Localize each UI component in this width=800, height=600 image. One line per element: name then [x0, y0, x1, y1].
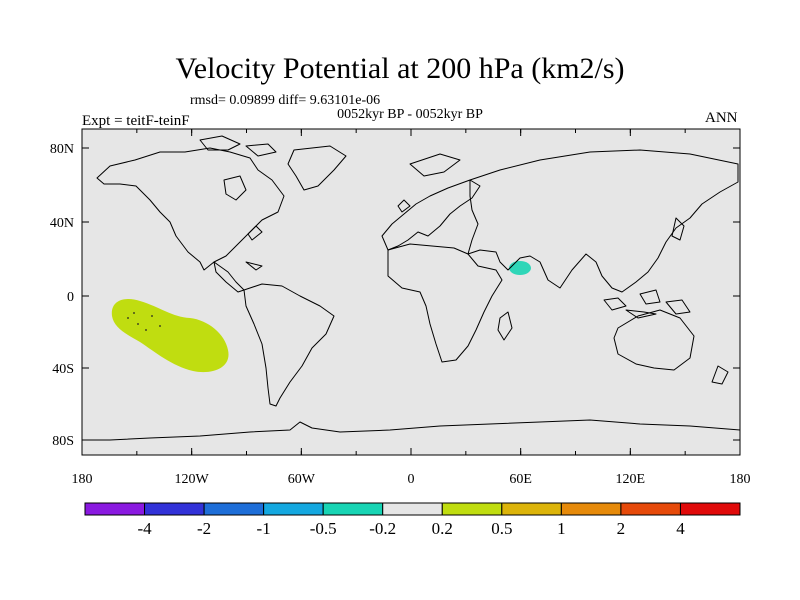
colorbar-swatch: [441, 502, 503, 516]
anomaly-region-arabian-sea: [509, 261, 531, 275]
stats-label: rmsd= 0.09899 diff= 9.63101e-06: [190, 93, 381, 108]
colorbar-label: -1: [257, 519, 271, 538]
colorbar-label: -0.2: [369, 519, 396, 538]
coastlines: [82, 135, 741, 441]
anomaly-specks: [127, 312, 161, 331]
colorbar-label: -0.5: [310, 519, 337, 538]
lat-tick-label: 80N: [50, 142, 74, 157]
lat-tick-label: 0: [67, 290, 74, 305]
colorbar: -4 -2 -1 -0.5 -0.2 0.2 0.5 1 2 4: [84, 502, 741, 538]
colorbar-swatch: [382, 502, 443, 516]
experiment-label: Expt = teitF-teinF: [82, 113, 190, 129]
lat-tick-label: 80S: [52, 434, 74, 449]
colorbar-swatch: [679, 502, 741, 516]
colorbar-swatch: [322, 502, 384, 516]
lon-tick-label: 60E: [509, 472, 532, 487]
colorbar-label: 1: [557, 519, 566, 538]
subtitle: 0052kyr BP - 0052kyr BP: [337, 107, 483, 122]
lon-tick-label: 180: [72, 472, 93, 487]
anomaly-region-south-pacific: [111, 298, 229, 373]
colorbar-swatch: [560, 502, 622, 516]
colorbar-swatch: [620, 502, 681, 516]
lon-tick-label: 0: [408, 472, 415, 487]
lon-tick-label: 120W: [175, 472, 210, 487]
colorbar-swatch: [144, 502, 205, 516]
chart-title: Velocity Potential at 200 hPa (km2/s): [175, 52, 625, 85]
colorbar-swatch: [203, 502, 265, 516]
lon-tick-label: 60W: [288, 472, 316, 487]
lon-tick-label: 120E: [616, 472, 646, 487]
colorbar-swatch: [501, 502, 562, 516]
colorbar-label: 0.2: [432, 519, 453, 538]
season-label: ANN: [705, 110, 738, 126]
lon-tick-label: 180: [730, 472, 751, 487]
lat-tick-label: 40N: [50, 216, 74, 231]
axis-ticks: [81, 129, 741, 455]
colorbar-label: -4: [137, 519, 152, 538]
lat-tick-label: 40S: [52, 362, 74, 377]
colorbar-label: 4: [676, 519, 685, 538]
axis-tick-labels: 180 120W 60W 0 60E 120E 180 80N 40N 0 40S 80S: [50, 142, 751, 487]
colorbar-swatch: [263, 502, 324, 516]
map-background: [82, 129, 740, 455]
colorbar-swatch: [84, 502, 146, 516]
colorbar-label: 0.5: [491, 519, 512, 538]
colorbar-label: 2: [617, 519, 626, 538]
colorbar-label: -2: [197, 519, 211, 538]
